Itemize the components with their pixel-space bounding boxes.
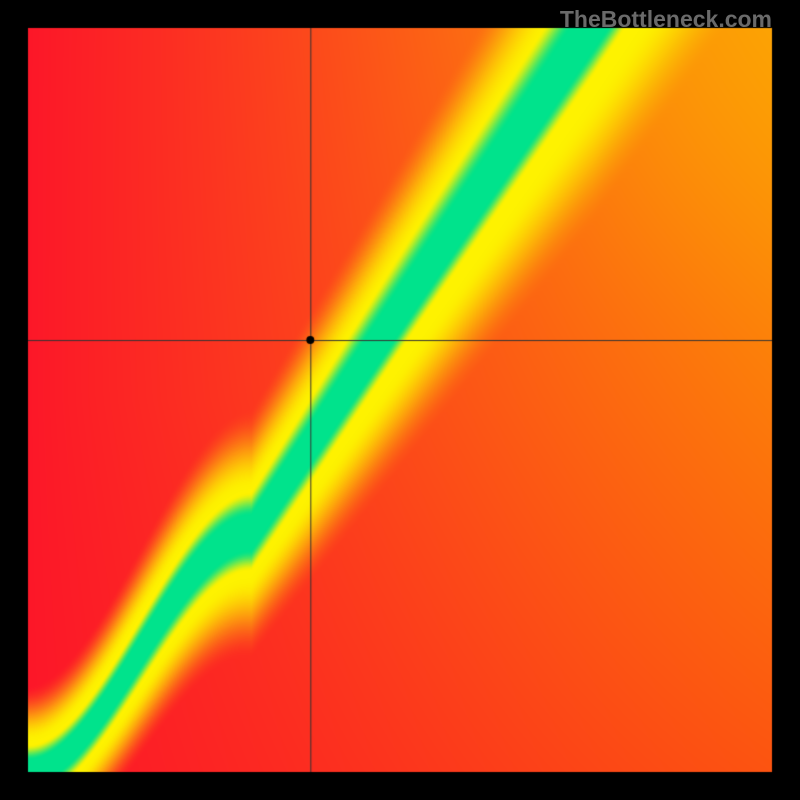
- watermark-text: TheBottleneck.com: [560, 6, 772, 33]
- bottleneck-heatmap: [0, 0, 800, 800]
